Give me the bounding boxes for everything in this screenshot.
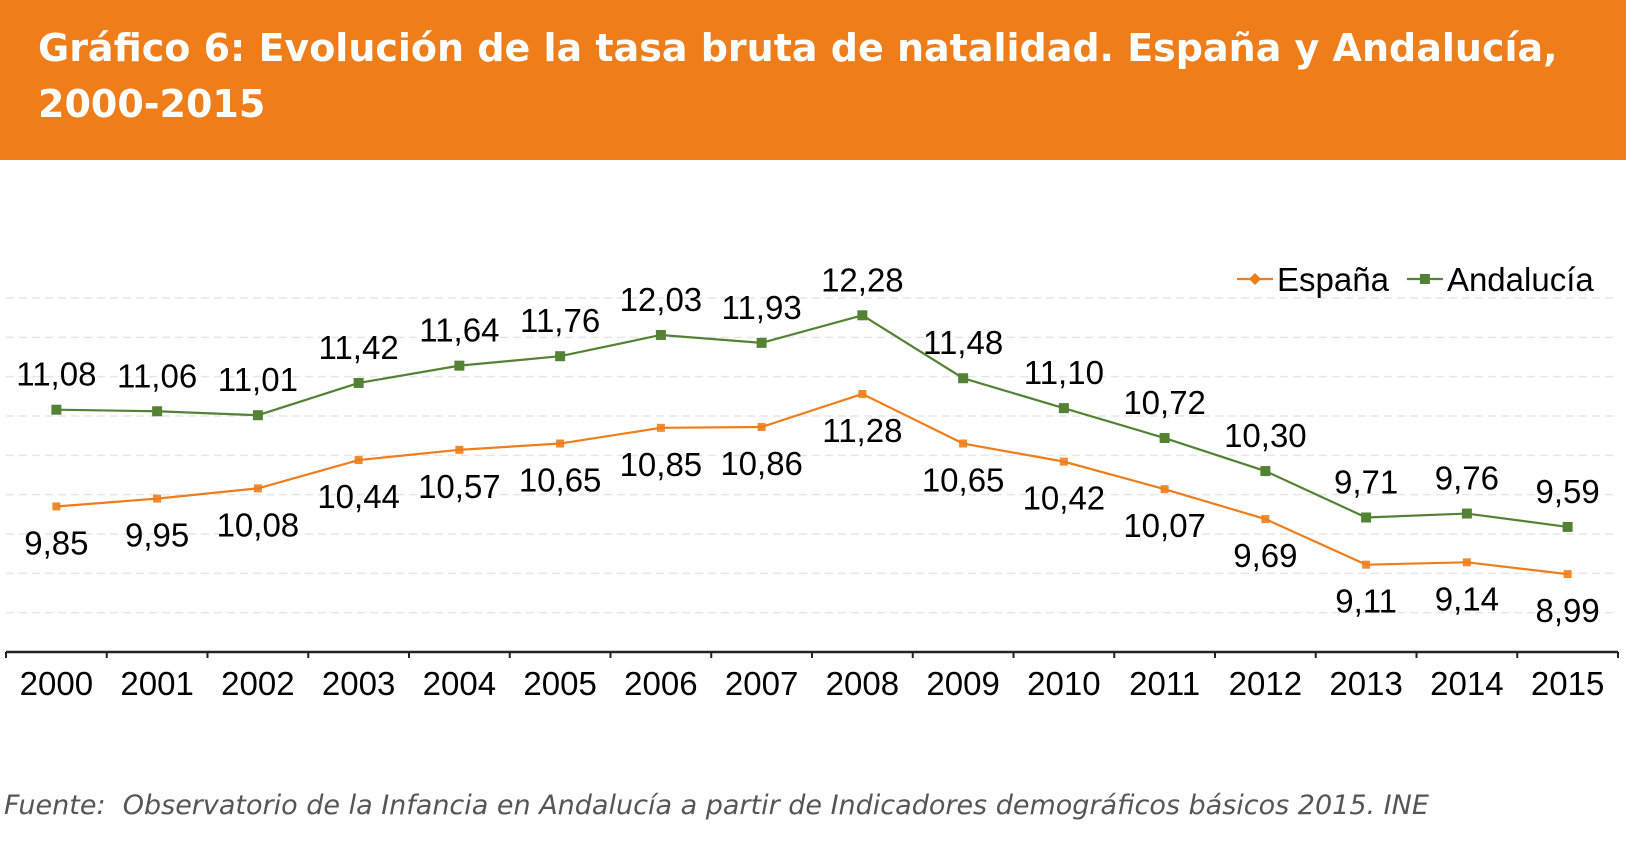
- data-point: [455, 445, 464, 454]
- chart-title: Gráfico 6: Evolución de la tasa bruta de…: [38, 26, 1558, 126]
- x-tick-label: 2015: [1531, 665, 1604, 702]
- data-label: 9,59: [1536, 473, 1600, 510]
- data-label: 9,69: [1233, 537, 1297, 574]
- data-label: 9,85: [24, 524, 88, 561]
- data-label: 11,01: [218, 361, 298, 398]
- data-point: [51, 404, 62, 415]
- data-label: 12,03: [620, 281, 703, 318]
- data-label: 11,76: [520, 302, 600, 339]
- data-label: 9,14: [1435, 580, 1499, 617]
- data-point: [858, 389, 867, 398]
- x-tick-label: 2002: [221, 665, 294, 702]
- x-tick-label: 2009: [926, 665, 999, 702]
- x-tick-label: 2003: [322, 665, 395, 702]
- data-point: [1059, 457, 1068, 466]
- data-label: 9,95: [125, 517, 189, 554]
- data-label: 11,06: [117, 357, 197, 394]
- data-label: 10,72: [1123, 384, 1206, 421]
- data-point: [959, 439, 968, 448]
- data-point: [1562, 521, 1573, 532]
- series-line-espana: [56, 392, 1568, 576]
- data-label: 11,93: [722, 289, 802, 326]
- x-tick-label: 2008: [826, 665, 899, 702]
- data-point: [1260, 466, 1271, 477]
- data-label: 8,99: [1536, 592, 1600, 629]
- data-point: [958, 373, 969, 384]
- x-tick-label: 2010: [1027, 665, 1100, 702]
- x-tick-label: 2013: [1329, 665, 1402, 702]
- data-label: 10,42: [1023, 480, 1106, 517]
- data-point: [1461, 508, 1472, 519]
- title-banner: Gráfico 6: Evolución de la tasa bruta de…: [0, 0, 1626, 160]
- data-point: [1160, 485, 1169, 494]
- data-point: [1159, 433, 1170, 444]
- x-tick-label: 2005: [523, 665, 596, 702]
- data-label: 9,11: [1335, 583, 1397, 620]
- data-label: 10,30: [1224, 417, 1307, 454]
- data-point: [556, 439, 565, 448]
- data-point: [454, 360, 465, 371]
- legend-marker: [1419, 274, 1430, 284]
- data-point: [857, 310, 868, 321]
- data-point: [1563, 570, 1572, 579]
- data-point: [757, 423, 766, 432]
- x-tick-label: 2000: [20, 665, 93, 702]
- x-tick-label: 2007: [725, 665, 798, 702]
- data-point: [555, 351, 566, 362]
- data-label: 10,44: [317, 478, 400, 515]
- data-point: [1058, 403, 1069, 414]
- x-tick-label: 2012: [1229, 665, 1302, 702]
- data-label: 9,76: [1435, 460, 1499, 497]
- x-tick-label: 2011: [1129, 665, 1200, 702]
- data-label: 11,48: [923, 324, 1003, 361]
- series-line-andalucia: [56, 314, 1568, 529]
- data-label: 12,28: [821, 261, 904, 298]
- data-point: [152, 406, 163, 417]
- data-point: [354, 456, 363, 465]
- source-note: Fuente: Observatorio de la Infancia en A…: [4, 790, 1429, 821]
- x-tick-label: 2014: [1430, 665, 1503, 702]
- data-label: 10,57: [418, 468, 501, 505]
- data-point: [153, 494, 162, 503]
- legend-label-andalucia: Andalucía: [1447, 261, 1594, 298]
- data-label: 11,10: [1024, 354, 1104, 391]
- x-tick-label: 2001: [120, 665, 193, 702]
- legend-label-espana: España: [1277, 261, 1390, 298]
- data-label: 10,08: [217, 506, 300, 543]
- data-point: [756, 337, 767, 348]
- data-label: 10,65: [922, 462, 1005, 499]
- data-point: [655, 329, 666, 340]
- data-label: 11,42: [319, 329, 399, 366]
- data-label: 11,64: [419, 312, 499, 349]
- x-tick-label: 2006: [624, 665, 697, 702]
- data-label: 11,28: [822, 412, 902, 449]
- data-label: 10,65: [519, 462, 602, 499]
- data-point: [1261, 515, 1270, 524]
- legend-marker: [1249, 273, 1261, 285]
- data-label: 9,71: [1334, 463, 1398, 500]
- data-point: [52, 502, 61, 511]
- data-point: [1361, 512, 1372, 523]
- data-label: 10,86: [720, 445, 803, 482]
- data-point: [656, 423, 665, 432]
- data-point: [353, 377, 364, 388]
- data-label: 10,85: [620, 446, 703, 483]
- data-point: [253, 484, 262, 493]
- data-point: [1462, 558, 1471, 567]
- data-label: 11,08: [16, 356, 96, 393]
- data-point: [252, 410, 263, 421]
- data-label: 10,07: [1123, 507, 1206, 544]
- x-tick-label: 2004: [423, 665, 496, 702]
- data-point: [1362, 560, 1371, 569]
